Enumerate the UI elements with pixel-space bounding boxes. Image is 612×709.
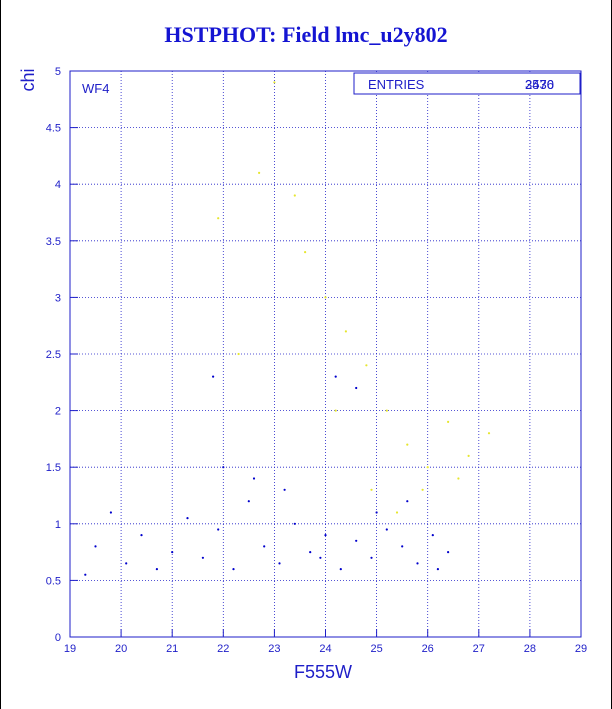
yellow-point [273, 81, 276, 84]
blue-point [355, 386, 358, 390]
blue-point [278, 562, 281, 565]
yellow-point [365, 364, 368, 367]
blue-point [140, 534, 143, 537]
blue-point [109, 511, 112, 514]
x-axis-label: F555W [294, 662, 352, 682]
x-tick-label: 20 [115, 643, 127, 655]
blue-point [431, 534, 434, 537]
blue-point [416, 562, 419, 565]
plot-border [69, 70, 582, 638]
yellow-point [395, 511, 399, 514]
stats-value-1: 2436 [525, 77, 554, 92]
x-tick-label: 23 [268, 643, 280, 655]
blue-point [84, 573, 87, 576]
blue-point [232, 568, 235, 571]
x-tick-label: 29 [575, 643, 587, 655]
grid-lines [69, 70, 582, 638]
yellow-point [447, 420, 450, 423]
x-tick-label: 22 [217, 643, 229, 655]
blue-point [324, 534, 327, 537]
blue-point [155, 568, 158, 571]
blue-point [247, 500, 250, 503]
blue-point [186, 517, 189, 520]
y-tick-label: 3.5 [46, 236, 61, 248]
blue-point [370, 556, 373, 559]
yellow-point [258, 171, 261, 174]
stats-label: ENTRIES [368, 77, 425, 92]
blue-point [334, 375, 337, 378]
blue-point [201, 556, 204, 559]
panel-label: WF4 [82, 81, 109, 96]
y-tick-labels: 0 0.5 1 1.5 2 2.5 3 3.5 4 4.5 5 [46, 66, 61, 644]
blue-point [212, 375, 215, 378]
blue-point [252, 477, 256, 480]
yellow-point [421, 488, 424, 491]
yellow-point [344, 330, 347, 333]
blue-point [339, 568, 342, 571]
yellow-point [237, 352, 240, 356]
y-tick-label: 4.5 [46, 123, 61, 135]
y-tick-label: 1 [55, 519, 61, 531]
blue-point [375, 511, 378, 514]
blue-point [125, 562, 128, 565]
blue-point [447, 551, 450, 554]
yellow-point [217, 217, 220, 220]
data-points [84, 81, 491, 576]
yellow-point [467, 454, 470, 457]
x-tick-label: 27 [473, 643, 485, 655]
blue-point [293, 522, 296, 525]
x-tick-labels: 19 20 21 22 23 24 25 26 27 28 29 [64, 643, 587, 655]
yellow-point [457, 477, 460, 480]
y-tick-label: 1.5 [46, 462, 61, 474]
blue-point [309, 551, 312, 554]
yellow-point [426, 466, 429, 469]
y-tick-label: 4 [55, 179, 61, 191]
y-tick-label: 5 [55, 66, 61, 78]
chart-title: HSTPHOT: Field lmc_u2y802 [164, 22, 448, 47]
blue-point [222, 466, 225, 469]
blue-point [355, 539, 358, 542]
yellow-point [370, 488, 373, 491]
x-tick-label: 25 [370, 643, 382, 655]
yellow-point [406, 443, 409, 446]
yellow-point [324, 296, 327, 299]
blue-point [406, 500, 409, 503]
yellow-point [385, 409, 388, 412]
yellow-point [487, 432, 491, 435]
blue-point [319, 556, 322, 559]
blue-point [283, 488, 286, 491]
x-tick-label: 19 [64, 643, 76, 655]
stats-value-2: 3570 [525, 77, 554, 92]
x-tick-label: 28 [524, 643, 536, 655]
blue-point [401, 545, 404, 548]
blue-point [436, 568, 439, 571]
blue-point [263, 545, 266, 548]
blue-point [171, 551, 174, 554]
blue-point [385, 528, 388, 531]
y-axis-label: chi [18, 68, 38, 91]
y-tick-label: 0.5 [46, 575, 61, 587]
stats-box: ENTRIES 2436 3570 [353, 72, 581, 95]
blue-point [94, 545, 97, 548]
x-tick-label: 21 [166, 643, 178, 655]
y-tick-label: 2.5 [46, 349, 61, 361]
yellow-point [304, 251, 307, 254]
x-tick-label: 26 [422, 643, 434, 655]
yellow-point [293, 194, 296, 197]
blue-point [217, 528, 220, 531]
yellow-point [334, 409, 337, 412]
x-tick-label: 24 [319, 643, 331, 655]
y-tick-label: 0 [55, 632, 61, 644]
y-tick-label: 3 [55, 292, 61, 304]
y-tick-label: 2 [55, 406, 61, 418]
